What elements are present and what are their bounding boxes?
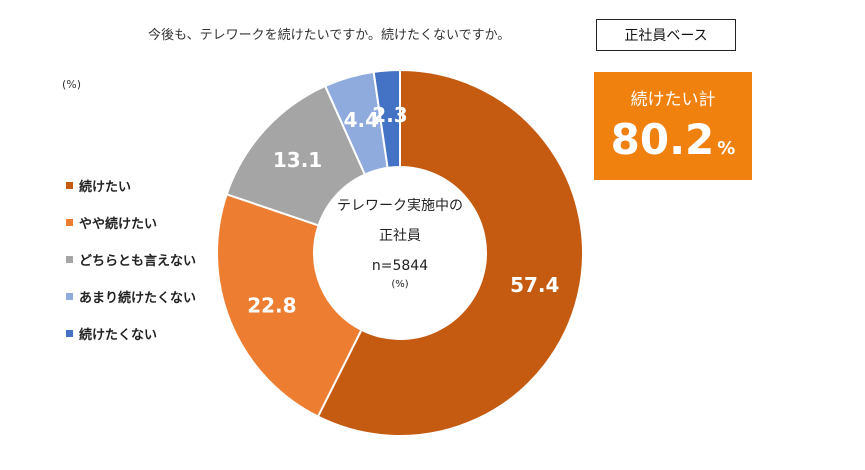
donut-slice bbox=[316, 68, 584, 437]
legend-label: 続けたい bbox=[79, 180, 132, 195]
base-label-box: 正社員ベース bbox=[596, 19, 736, 51]
legend-item: やや続けたい bbox=[66, 215, 196, 232]
summary-value: 80.2 bbox=[610, 114, 715, 164]
legend-item: あまり続けたくない bbox=[66, 289, 197, 306]
center-sample-size: n=5844 bbox=[371, 258, 429, 274]
legend-swatch bbox=[66, 219, 73, 226]
donut-slice bbox=[372, 68, 401, 170]
legend-swatch bbox=[66, 182, 73, 189]
legend-swatch bbox=[66, 256, 73, 263]
legend-item: 続けたくない bbox=[66, 326, 196, 343]
summary-box: 続けたい計 80.2 % bbox=[594, 72, 752, 180]
legend-item: 続けたい bbox=[66, 178, 196, 195]
donut-center-label: テレワーク実施中の 正社員 n=5844 (%) bbox=[318, 196, 482, 292]
summary-label: 続けたい計 bbox=[630, 89, 716, 110]
legend-swatch bbox=[66, 330, 73, 337]
slice-data-label: 2.3 bbox=[372, 103, 407, 127]
legend-label: どちらとも言えない bbox=[79, 254, 197, 269]
slice-data-label: 57.4 bbox=[510, 273, 559, 297]
survey-question: 今後も、テレワークを続けたいですか。続けたくないですか。 bbox=[148, 28, 511, 43]
legend-label: やや続けたい bbox=[79, 217, 158, 232]
center-title: テレワーク実施中の bbox=[337, 198, 463, 214]
summary-value-row: 80.2 % bbox=[610, 114, 736, 164]
slice-data-label: 13.1 bbox=[273, 148, 322, 172]
legend-label: あまり続けたくない bbox=[79, 291, 197, 306]
legend-swatch bbox=[66, 293, 73, 300]
unit-label: (%) bbox=[62, 78, 82, 91]
legend-label: 続けたくない bbox=[79, 328, 158, 343]
slice-data-label: 4.4 bbox=[344, 108, 379, 132]
center-subtitle: 正社員 bbox=[379, 228, 421, 244]
donut-slice bbox=[216, 192, 363, 418]
legend-item: どちらとも言えない bbox=[66, 252, 197, 269]
slice-data-label: 22.8 bbox=[247, 294, 296, 318]
summary-unit: % bbox=[717, 137, 736, 159]
base-label: 正社員ベース bbox=[624, 28, 708, 44]
chart-legend: 続けたい やや続けたい どちらとも言えない あまり続けたくない 続けたくない bbox=[66, 178, 196, 363]
center-unit: (%) bbox=[391, 279, 409, 290]
